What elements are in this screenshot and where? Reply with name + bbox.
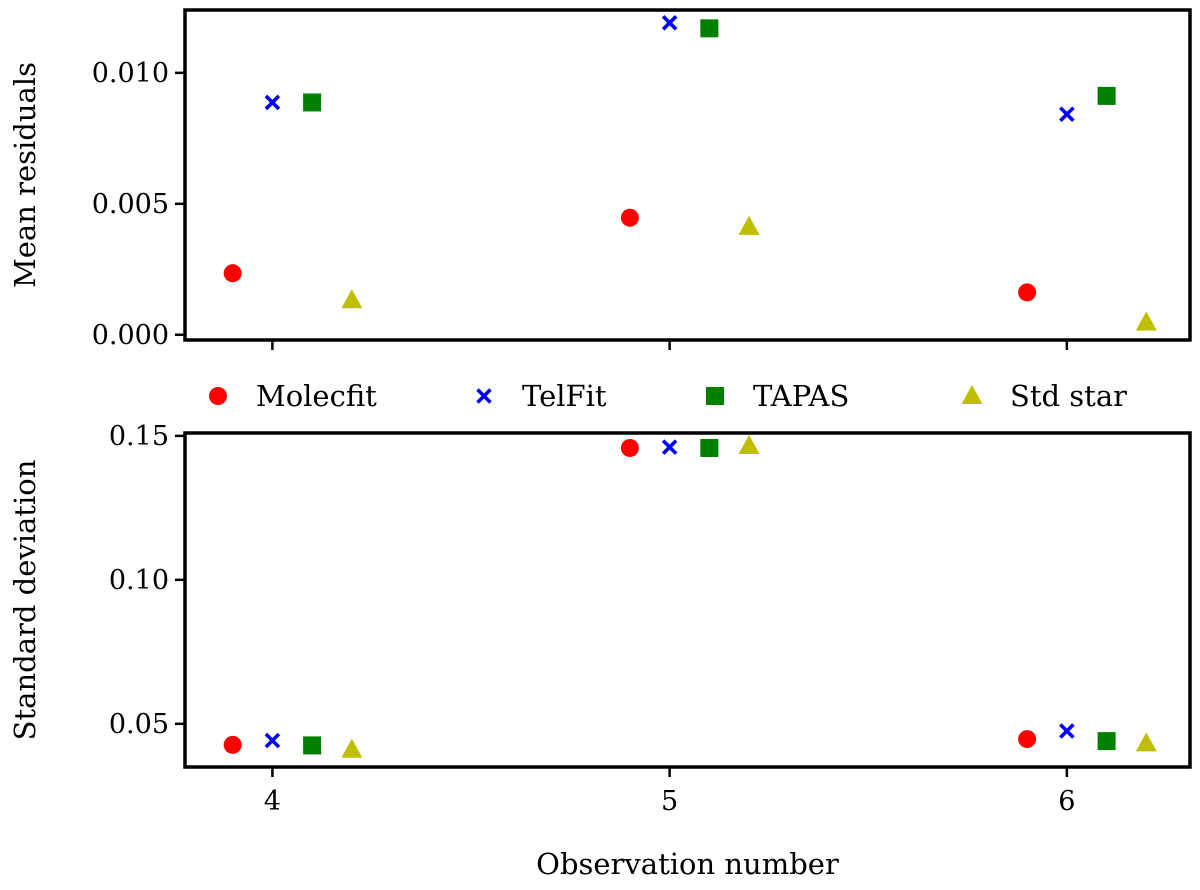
legend-label-std-star: Std star [1010, 379, 1127, 413]
legend-marker-tapas [706, 387, 724, 405]
marker-tapas-1 [700, 19, 719, 38]
marker-tapas-2 [1097, 86, 1116, 105]
marker-std-star-0 [341, 738, 363, 758]
axes-frame [183, 8, 1192, 342]
legend-label-molecfit: Molecfit [256, 379, 377, 413]
marker-tapas-2 [1097, 732, 1116, 751]
y-tick-label: 0.010 [92, 58, 169, 89]
legend-marker-molecfit [209, 387, 227, 405]
marker-molecfit-2 [1018, 283, 1037, 302]
legend-label-telfit: TelFit [522, 379, 607, 413]
y-tick-label: 0.000 [92, 320, 169, 351]
marker-molecfit-1 [620, 208, 639, 227]
marker-telfit-2 [1059, 106, 1075, 123]
x-axis-label: Observation number [536, 847, 839, 881]
marker-molecfit-1 [620, 438, 639, 457]
marker-tapas-1 [700, 438, 719, 457]
marker-molecfit-0 [223, 735, 242, 754]
x-tick-label: 4 [264, 786, 281, 817]
marker-telfit-0 [264, 732, 281, 749]
y-tick-label: 0.10 [109, 565, 169, 596]
marker-tapas-0 [303, 736, 322, 755]
legend-marker-std-star [961, 385, 983, 404]
axes-frame [183, 431, 1192, 769]
marker-telfit-2 [1059, 723, 1075, 739]
y-tick-label: 0.005 [92, 189, 169, 220]
x-tick-label: 6 [1058, 786, 1075, 817]
legend: Molecfit TelFit TAPAS Std star [209, 379, 1127, 413]
legend-marker-telfit [476, 388, 492, 404]
marker-std-star-2 [1135, 311, 1157, 331]
marker-std-star-1 [738, 215, 760, 235]
marker-telfit-0 [264, 94, 281, 111]
panel-mean-residuals: 0.000 0.005 0.010 Mean residuals [8, 8, 1192, 351]
marker-std-star-1 [738, 434, 760, 454]
panel-standard-deviation: 4 5 6 0.05 0.10 0.15 Standard deviation Observa… [8, 421, 1192, 881]
y-tick-label: 0.05 [109, 709, 169, 740]
marker-std-star-0 [341, 289, 363, 309]
marker-telfit-1 [661, 439, 678, 455]
marker-tapas-0 [303, 93, 322, 112]
marker-telfit-1 [661, 15, 678, 31]
legend-label-tapas: TAPAS [753, 379, 849, 413]
y-axis-label: Standard deviation [8, 460, 42, 741]
x-tick-label: 5 [661, 786, 678, 817]
marker-molecfit-0 [223, 264, 242, 283]
y-axis-label: Mean residuals [8, 62, 42, 288]
y-tick-label: 0.15 [109, 421, 169, 452]
marker-std-star-2 [1135, 732, 1157, 752]
marker-molecfit-2 [1018, 730, 1037, 749]
